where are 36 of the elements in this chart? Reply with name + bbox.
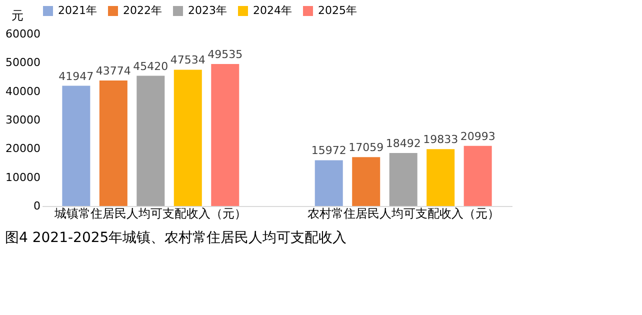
legend-label: 2021年 [58, 4, 97, 17]
y-tick-label: 30000 [6, 114, 40, 126]
data-label: 41947 [58, 70, 94, 83]
y-tick-label: 0 [34, 200, 40, 212]
bar [314, 160, 343, 206]
bar [426, 149, 455, 206]
data-label: 15972 [311, 144, 346, 158]
data-label: 17059 [348, 141, 384, 154]
y-tick-label: 20000 [6, 142, 40, 156]
y-tick-label: 50000 [6, 56, 40, 70]
legend-label: 2022年 [123, 4, 162, 17]
bar [389, 152, 418, 206]
legend-label: 2025年 [318, 4, 357, 17]
data-label: 18492 [386, 136, 421, 150]
bar [464, 146, 492, 206]
bar [62, 86, 90, 206]
y-tick-label: 40000 [6, 84, 40, 98]
bar [211, 64, 240, 206]
data-label: 43774 [96, 64, 131, 78]
text: 图4 2021-2025年城镇、农村常住居民人均可支配收入 [5, 230, 347, 246]
bar [352, 157, 380, 206]
legend-label: 2024年 [253, 4, 292, 17]
data-label: 45420 [133, 60, 168, 73]
y-tick-label: 10000 [6, 170, 40, 184]
y-tick-label: 60000 [6, 28, 40, 40]
data-label: 47534 [170, 54, 206, 67]
bar [136, 76, 165, 206]
data-label: 19833 [423, 133, 458, 146]
bar [99, 80, 128, 206]
x-tick-label: 农村常住居民人均可支配收入（元） [307, 206, 500, 220]
y-axis-title: 元 [12, 8, 24, 22]
legend-label: 2023年 [188, 4, 227, 17]
bar [174, 70, 202, 206]
data-label: 20993 [460, 130, 496, 143]
data-label: 49535 [208, 48, 243, 61]
x-tick-label: 城镇常住居民人均可支配收入（元） [54, 206, 247, 220]
